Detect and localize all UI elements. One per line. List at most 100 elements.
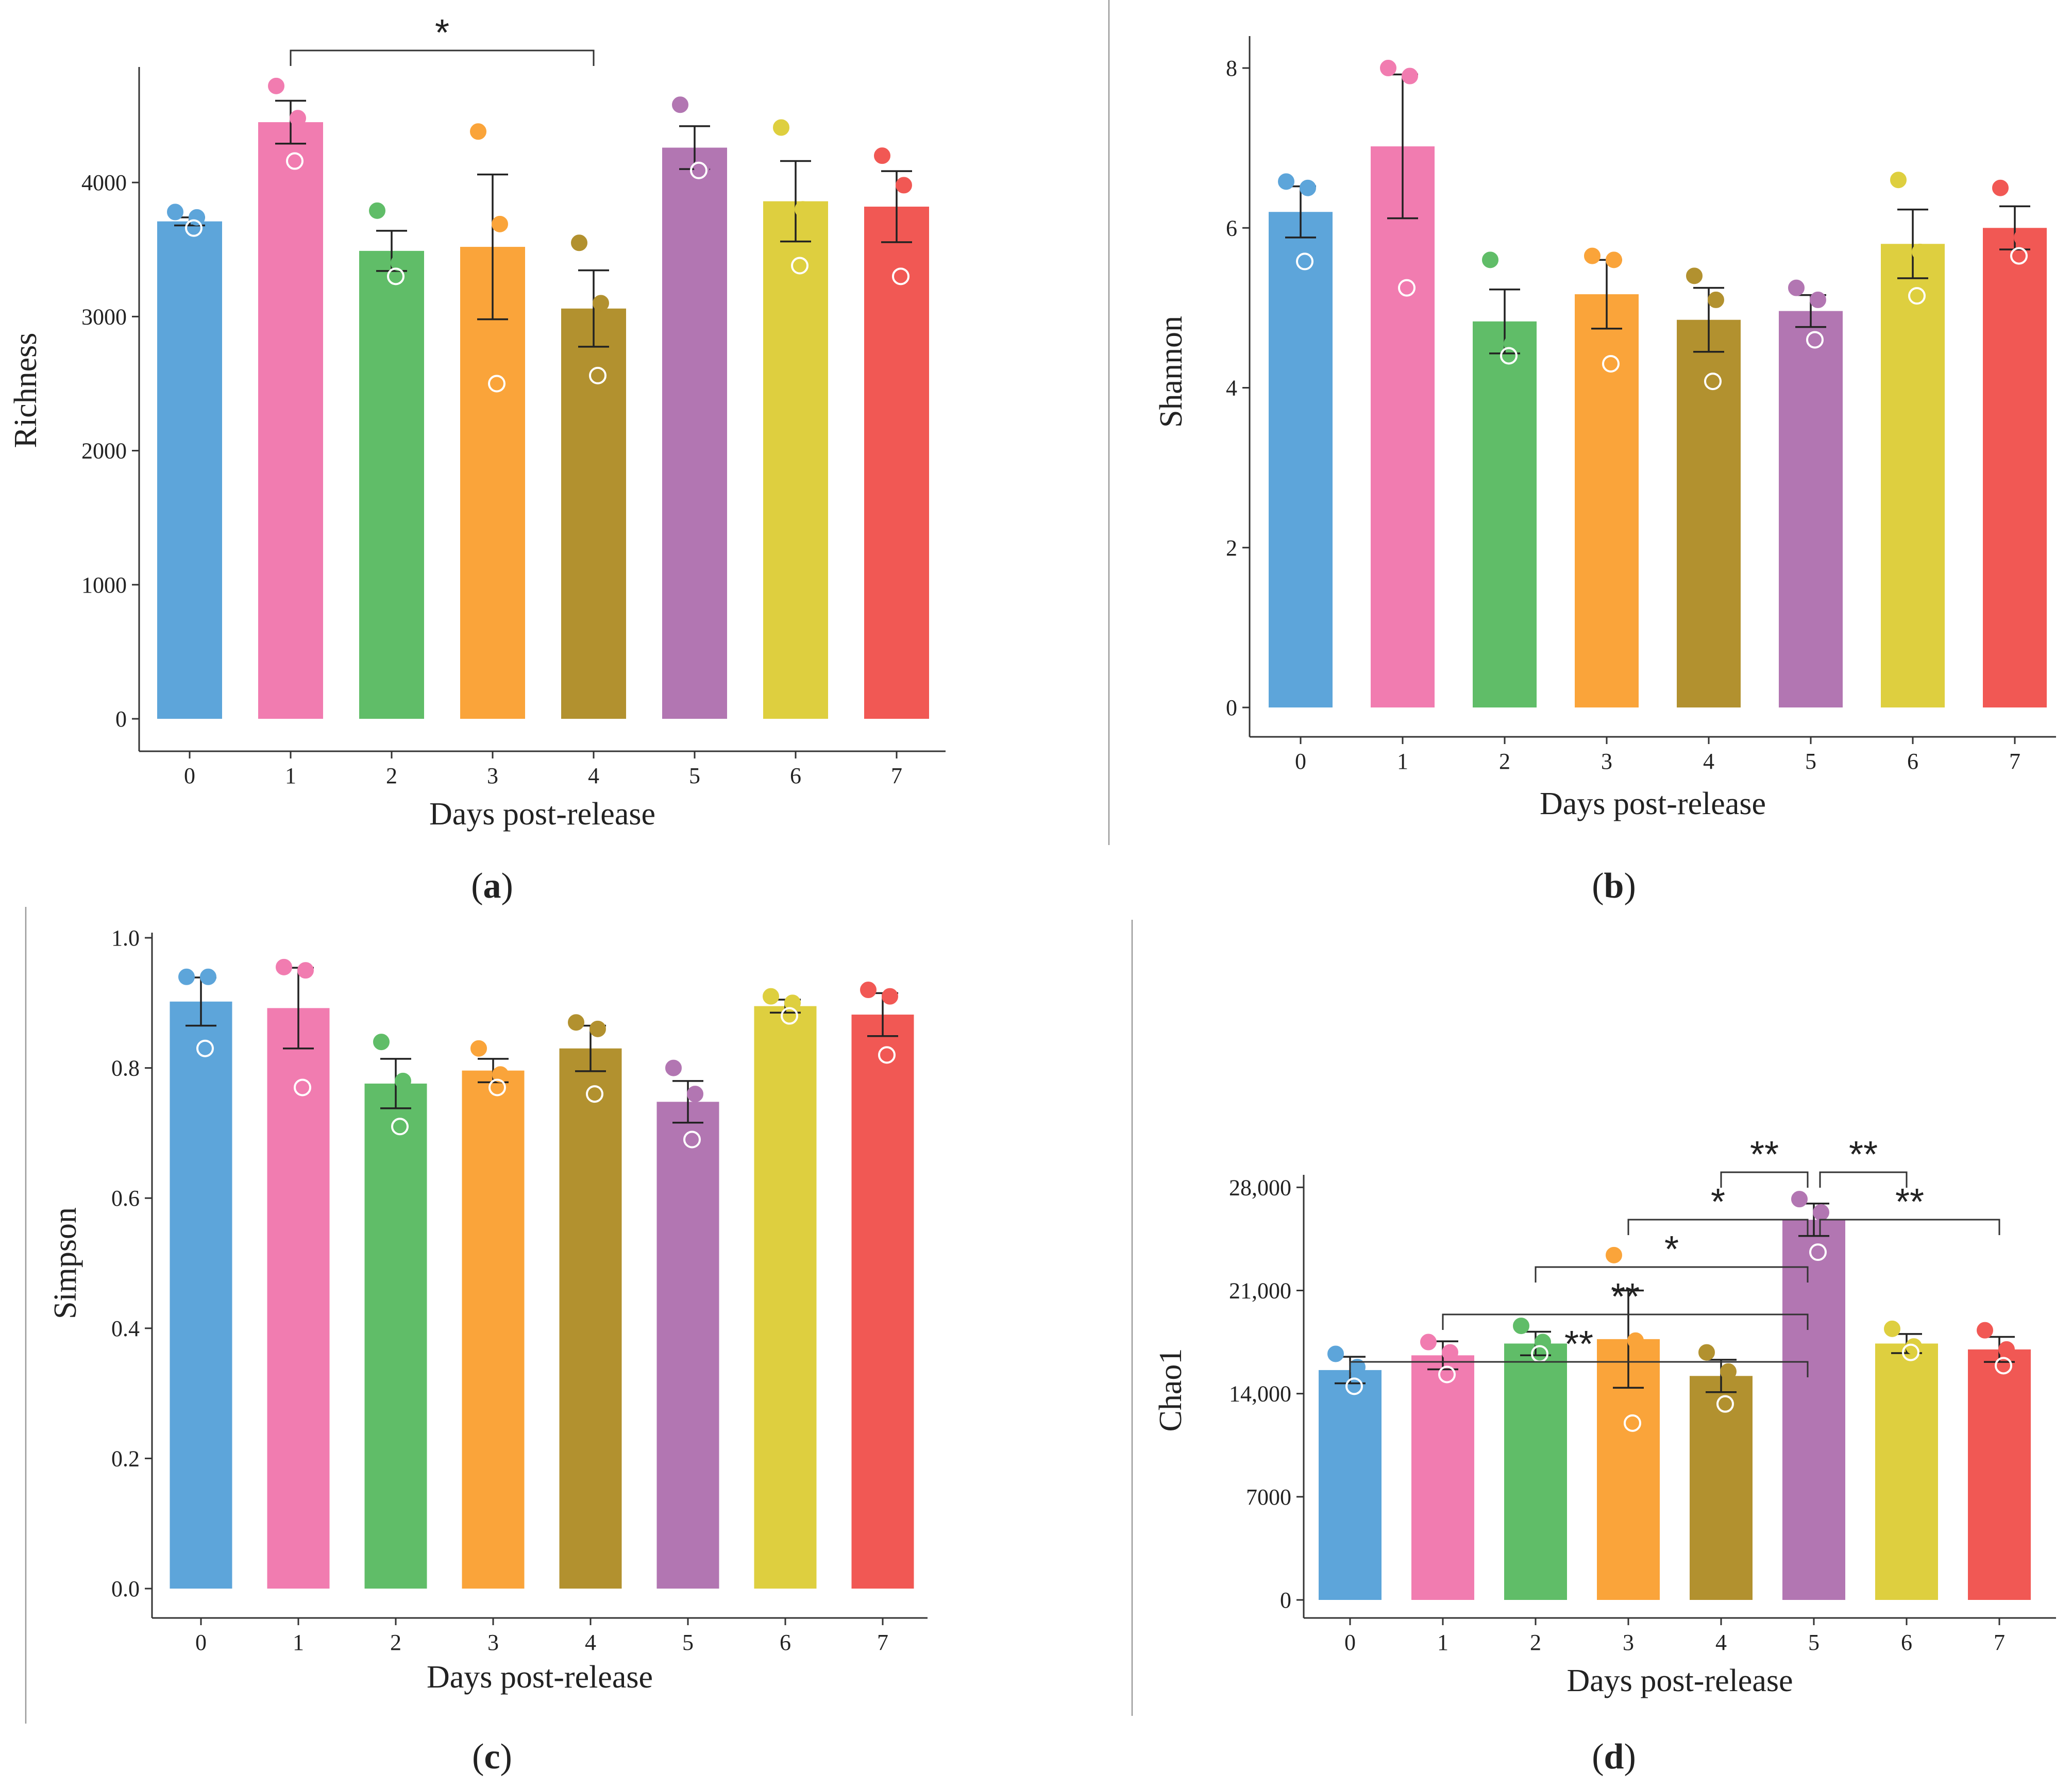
bar (662, 147, 727, 719)
data-point (1380, 60, 1396, 77)
data-point (167, 204, 183, 221)
error-bar (275, 99, 306, 145)
panel-label-d: (d) (1592, 1737, 1636, 1777)
data-point (1698, 1344, 1715, 1361)
bar (1371, 146, 1435, 707)
data-point (391, 1118, 409, 1136)
x-tick-label: 3 (1601, 749, 1612, 774)
data-point (488, 375, 506, 393)
x-tick-label: 1 (293, 1630, 304, 1655)
data-point (1345, 1377, 1363, 1395)
data-point (568, 1014, 584, 1031)
y-tick-label: 0.4 (111, 1316, 140, 1341)
x-tick-label: 5 (682, 1630, 694, 1655)
data-point (178, 968, 195, 985)
data-point (1890, 172, 1907, 189)
significance-bracket (1442, 1313, 1809, 1330)
data-point (878, 1046, 896, 1064)
bar (1575, 294, 1639, 707)
bar (763, 201, 828, 719)
x-tick-label: 6 (1907, 749, 1918, 774)
significance-label: * (1711, 1182, 1725, 1223)
data-point (1627, 1332, 1644, 1349)
y-axis-title: Shannon (1154, 316, 1189, 428)
bar (1779, 311, 1843, 707)
data-point (294, 1078, 311, 1097)
significance-bracket (290, 49, 595, 66)
bar (559, 1048, 622, 1589)
data-point (1704, 373, 1722, 391)
x-tick-label: 7 (891, 763, 902, 788)
x-tick-label: 6 (1901, 1630, 1912, 1655)
error-bar (780, 160, 811, 243)
data-point (1420, 1334, 1437, 1351)
data-point (189, 209, 205, 226)
y-tick-label: 3000 (81, 304, 127, 329)
y-tick-label: 14,000 (1229, 1381, 1291, 1407)
data-point (196, 1039, 214, 1057)
x-tick-label: 0 (1295, 749, 1306, 774)
data-point (1902, 1343, 1919, 1361)
data-point (1813, 1204, 1829, 1221)
data-point (276, 958, 292, 975)
data-point (763, 988, 779, 1005)
bar (1473, 321, 1537, 707)
significance-label: ** (1895, 1182, 1924, 1223)
significance-bracket (1819, 1219, 2000, 1235)
data-point (1398, 279, 1416, 297)
data-point (395, 1072, 411, 1089)
bar (864, 207, 929, 719)
error-bar (672, 1080, 703, 1124)
y-axis-title: Richness (8, 333, 43, 448)
data-point (1716, 1395, 1734, 1413)
bar (1319, 1370, 1382, 1600)
data-point (860, 982, 877, 999)
y-tick-label: 0.2 (111, 1446, 140, 1471)
bar (157, 221, 222, 719)
error-bar (578, 269, 609, 348)
x-axis-title: Days post-release (1567, 1663, 1793, 1698)
significance-label: * (1664, 1229, 1679, 1270)
x-tick-label: 6 (790, 763, 801, 788)
data-point (1300, 179, 1316, 196)
y-tick-label: 0 (1226, 695, 1237, 720)
data-point (690, 161, 707, 179)
data-point (268, 77, 284, 94)
significance-bracket (1349, 1361, 1809, 1377)
data-point (571, 234, 587, 251)
data-point (892, 267, 909, 285)
data-point (1977, 1322, 1993, 1339)
x-tick-label: 4 (1703, 749, 1714, 774)
data-point (373, 1034, 390, 1051)
y-tick-label: 0.0 (111, 1576, 140, 1601)
data-point (488, 1078, 506, 1097)
x-tick-label: 5 (1808, 1630, 1820, 1655)
data-point (391, 255, 407, 272)
x-tick-label: 0 (184, 763, 195, 788)
x-tick-label: 1 (1437, 1630, 1448, 1655)
x-tick-label: 3 (1623, 1630, 1634, 1655)
panel-letter-a: a (483, 866, 501, 906)
bar (460, 247, 525, 719)
x-tick-label: 7 (2009, 749, 2020, 774)
data-point (593, 295, 609, 312)
data-point (492, 1066, 509, 1083)
data-point (1438, 1365, 1456, 1384)
data-point (589, 1020, 606, 1037)
data-point (1908, 287, 1926, 305)
data-point (290, 110, 306, 127)
panel-label-a: (a) (471, 866, 513, 906)
data-point (470, 1040, 487, 1057)
bar (1782, 1220, 1845, 1600)
data-point (1602, 355, 1620, 373)
y-tick-label: 0 (115, 706, 127, 732)
data-point (200, 968, 216, 985)
bar (462, 1070, 525, 1589)
data-point (1884, 1320, 1900, 1337)
bar (364, 1083, 427, 1589)
y-tick-label: 6 (1226, 215, 1237, 241)
data-point (1810, 291, 1826, 308)
x-tick-label: 2 (1530, 1630, 1541, 1655)
data-point (1584, 247, 1601, 264)
y-axis-title: Simpson (48, 1207, 83, 1319)
